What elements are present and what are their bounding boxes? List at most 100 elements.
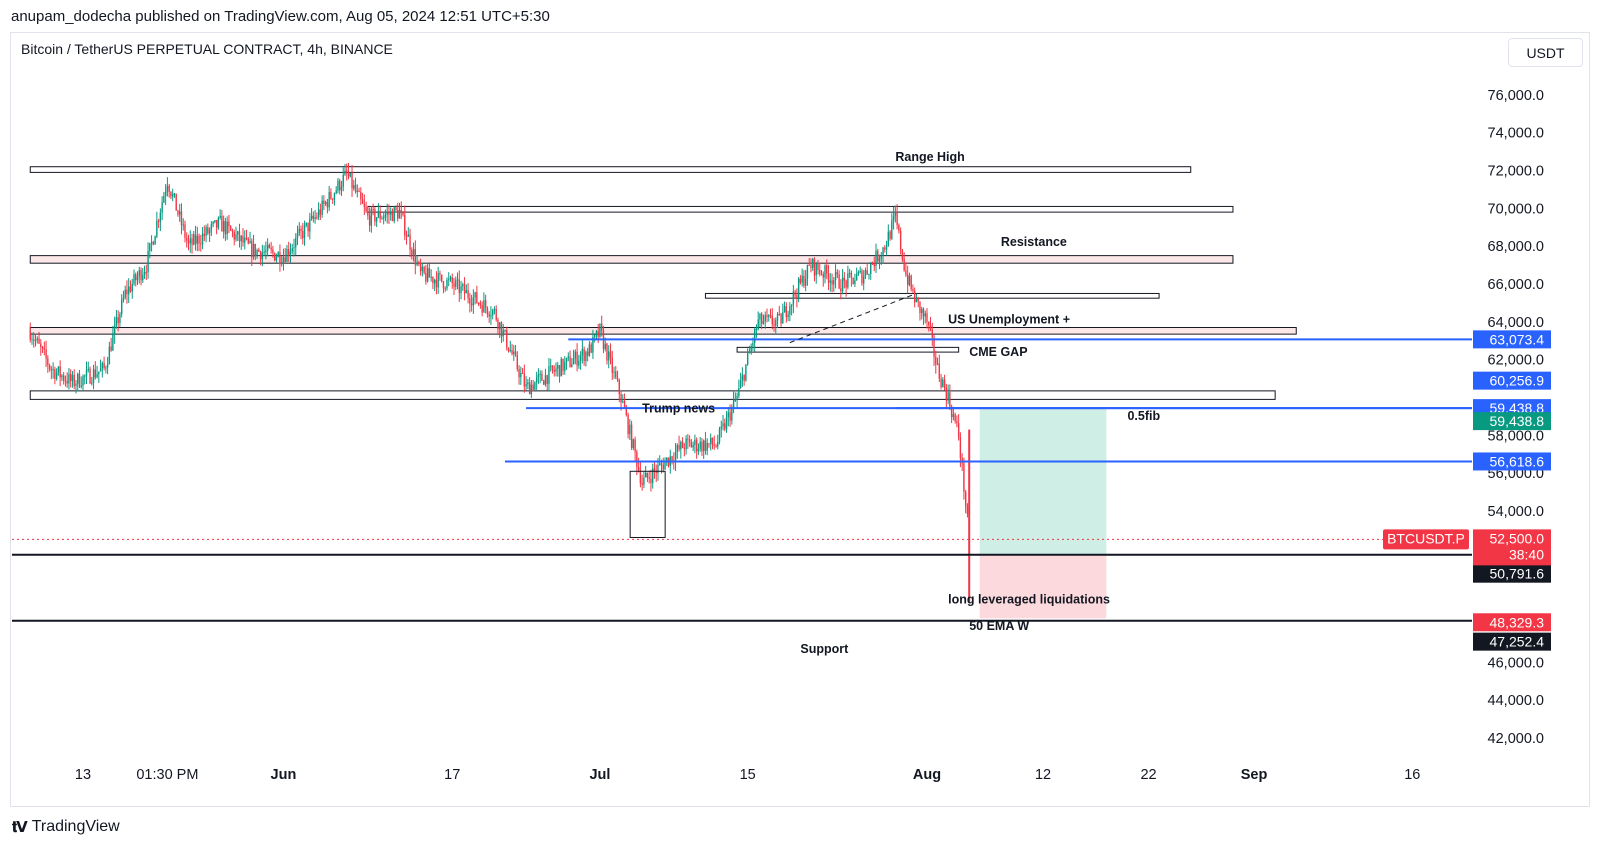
candle-body xyxy=(235,234,237,240)
blue-line-price-label-bg xyxy=(1473,452,1551,471)
candle-body xyxy=(108,346,111,365)
candle-body xyxy=(47,358,49,365)
candle-body xyxy=(671,456,673,461)
candle-body xyxy=(377,211,380,218)
currency-button[interactable]: USDT xyxy=(1508,38,1583,67)
candle-body xyxy=(782,312,784,324)
time-tick-label: 12 xyxy=(1035,767,1051,783)
candle-body xyxy=(372,209,374,211)
candle-body xyxy=(41,347,44,349)
candle-body xyxy=(590,344,592,353)
candle-body xyxy=(433,279,436,284)
candle-body xyxy=(841,277,844,292)
candle-body xyxy=(854,280,856,285)
candle-body xyxy=(699,441,701,449)
candle-body xyxy=(64,380,67,382)
candle-body xyxy=(618,379,620,395)
candle-body xyxy=(678,445,680,450)
candle-body xyxy=(776,314,779,321)
candle-body xyxy=(442,281,445,289)
candle-body xyxy=(465,290,468,294)
zone-box xyxy=(736,346,960,353)
candle-body xyxy=(219,215,221,218)
candle-body xyxy=(697,448,700,452)
candle-body xyxy=(502,330,504,337)
candle-body xyxy=(365,207,367,212)
time-tick-label: 15 xyxy=(740,767,756,783)
candle-body xyxy=(938,363,941,379)
candle-body xyxy=(207,227,209,234)
candle-body xyxy=(871,263,874,265)
candle-body xyxy=(179,211,181,215)
candle-body xyxy=(956,421,958,424)
candle-body xyxy=(71,374,74,381)
candle-body xyxy=(177,210,179,215)
last-price-bg xyxy=(1473,529,1551,566)
price-tick-label: 44,000.0 xyxy=(1488,693,1544,709)
candle-body xyxy=(504,330,506,332)
candle-body xyxy=(550,365,552,367)
candle-body xyxy=(393,207,395,221)
candle-body xyxy=(339,180,341,191)
candle-body xyxy=(648,477,650,479)
candle-body xyxy=(564,361,566,371)
candle-body xyxy=(611,357,613,373)
candle-body xyxy=(272,249,274,253)
candle-body xyxy=(736,396,738,400)
candle-body xyxy=(425,272,427,282)
candle-body xyxy=(441,274,443,282)
price-tick-label: 76,000.0 xyxy=(1488,88,1544,104)
candle-body xyxy=(880,255,882,259)
candle-body xyxy=(919,301,921,313)
candle-body xyxy=(929,324,932,330)
candle-body xyxy=(411,249,413,256)
candle-body xyxy=(748,351,751,354)
time-tick-label: 13 xyxy=(75,767,91,783)
candle-body xyxy=(843,277,846,281)
candle-body xyxy=(463,284,466,294)
candle-body xyxy=(759,313,761,320)
candle-body xyxy=(935,356,937,365)
annotation-label: 50 EMA W xyxy=(969,619,1029,633)
tradingview-logo[interactable]: 𝐭𝗩 TradingView xyxy=(12,818,120,836)
candle-body xyxy=(905,270,907,275)
candle-body xyxy=(214,220,216,223)
candle-body xyxy=(135,274,137,281)
candle-body xyxy=(150,242,153,244)
candle-body xyxy=(722,423,724,427)
candle-body xyxy=(126,289,128,295)
candle-body xyxy=(724,423,726,430)
candle-body xyxy=(882,247,884,256)
candle-body xyxy=(200,243,202,245)
candle-body xyxy=(448,279,450,281)
candle-body xyxy=(520,373,522,378)
candle-body xyxy=(796,295,798,299)
candle-body xyxy=(469,298,471,304)
candle-body xyxy=(451,277,453,284)
price-tick-label: 68,000.0 xyxy=(1488,239,1544,255)
candle-body xyxy=(382,217,385,219)
candle-body xyxy=(773,324,775,326)
candle-body xyxy=(390,211,392,215)
candle-body xyxy=(810,265,812,268)
candle-body xyxy=(799,278,802,283)
candle-body xyxy=(530,384,533,395)
candle-body xyxy=(950,406,953,418)
candle-body xyxy=(312,215,315,219)
candle-body xyxy=(601,323,603,331)
candle-body xyxy=(585,351,587,362)
candle-body xyxy=(326,202,329,208)
candle-body xyxy=(133,274,135,285)
candle-body xyxy=(933,337,935,357)
candle-body xyxy=(887,231,890,247)
candle-body xyxy=(896,211,898,225)
candle-body xyxy=(808,264,810,266)
candle-body xyxy=(912,289,914,291)
candle-body xyxy=(859,270,861,273)
candle-body xyxy=(416,262,418,265)
candle-body xyxy=(439,273,441,275)
candle-body xyxy=(289,251,292,255)
candle-body xyxy=(479,303,482,306)
candle-body xyxy=(641,483,643,485)
